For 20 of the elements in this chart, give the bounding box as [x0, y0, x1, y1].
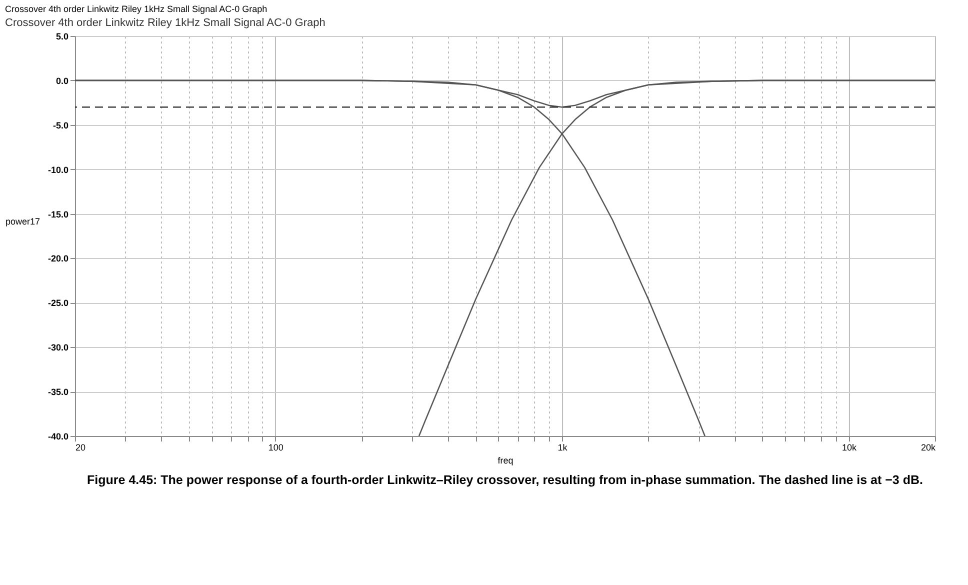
y-tick-label: -40.0 [48, 432, 68, 442]
chart-title: Crossover 4th order Linkwitz Riley 1kHz Small Signal AC-0 Graph [5, 4, 268, 14]
x-tick-label: 100 [268, 442, 284, 452]
x-axis-title: freq [498, 456, 514, 466]
chart-subtitle: Crossover 4th order Linkwitz Riley 1kHz Small Signal AC-0 Graph [5, 17, 326, 29]
y-axis-title: power17 [6, 216, 40, 226]
x-tick-label: 20 [76, 442, 86, 452]
x-tick-label: 10k [842, 442, 857, 452]
y-tick-label: -30.0 [48, 342, 68, 353]
caption: Figure 4.45: The power response of a fourth-order Linkwitz–Riley crossover, resulting from in-phase summation. The dashed line is at −3 dB. [87, 473, 923, 487]
y-tick-label: -10.0 [48, 164, 68, 175]
y-tick-label: -20.0 [48, 254, 68, 264]
y-tick-label: 5.0 [56, 32, 68, 42]
x-tick-label: 20k [920, 442, 936, 452]
y-tick-label: 0.0 [56, 76, 68, 86]
y-tick-label: -25.0 [48, 298, 68, 308]
y-tick-label: -5.0 [52, 120, 68, 130]
x-tick-label: 1k [558, 442, 568, 452]
y-tick-label: -35.0 [48, 387, 68, 398]
y-tick-label: -15.0 [48, 209, 68, 220]
